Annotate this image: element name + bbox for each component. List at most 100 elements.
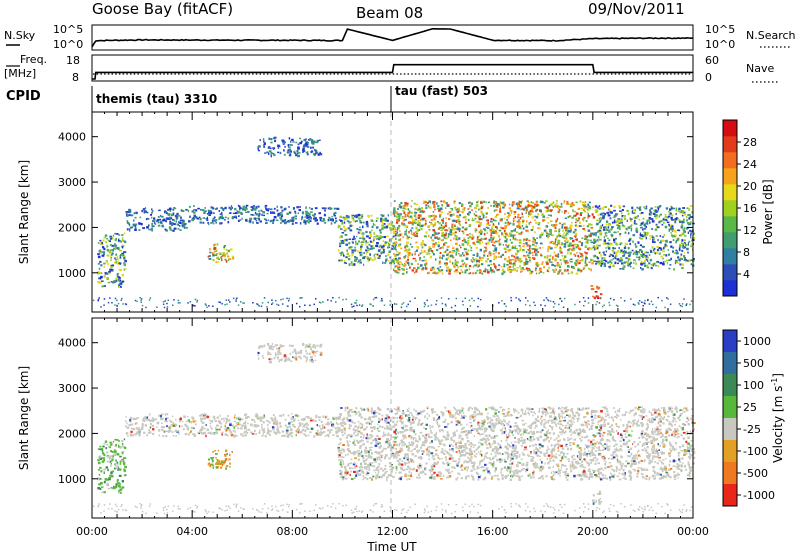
echo-cell <box>407 259 409 261</box>
echo-cell <box>582 202 583 204</box>
echo-cell <box>368 215 370 217</box>
echo-cell <box>494 255 496 258</box>
echo-cell <box>129 419 131 421</box>
echo-cell <box>404 216 406 218</box>
echo-cell <box>117 462 119 464</box>
echo-cell <box>566 260 567 262</box>
echo-cell <box>553 270 555 272</box>
echo-cell <box>208 463 210 465</box>
echo-cell <box>605 235 607 237</box>
echo-cell <box>622 224 623 226</box>
echo-cell <box>469 245 471 247</box>
echo-cell <box>106 479 109 481</box>
echo-cell <box>662 263 665 266</box>
echo-cell <box>441 204 443 207</box>
echo-cell <box>355 243 357 246</box>
echo-cell <box>442 222 444 224</box>
echo-cell <box>348 227 351 229</box>
echo-cell <box>441 269 443 271</box>
echo-cell <box>441 224 442 226</box>
echo-cell <box>344 432 346 434</box>
echo-cell <box>494 203 497 205</box>
echo-cell <box>495 268 496 269</box>
echo-cell <box>609 260 610 262</box>
echo-cell <box>496 205 498 208</box>
echo-cell <box>101 285 103 287</box>
echo-cell <box>303 355 305 357</box>
echo-cell <box>125 303 127 305</box>
echo-cell <box>283 143 284 145</box>
echo-cell <box>456 251 458 254</box>
echo-cell <box>405 249 407 251</box>
echo-cell <box>587 204 589 206</box>
echo-cell <box>280 425 282 427</box>
echo-cell <box>122 246 123 248</box>
echo-cell <box>181 426 183 428</box>
echo-cell <box>309 359 311 362</box>
echo-cell <box>189 421 190 423</box>
echo-cell <box>554 265 556 267</box>
echo-cell <box>369 259 371 260</box>
echo-cell <box>120 255 122 256</box>
echo-cell <box>272 420 275 422</box>
echo-cell <box>218 420 221 422</box>
echo-cell <box>164 307 166 309</box>
echo-cell <box>434 201 436 203</box>
echo-cell <box>246 413 248 415</box>
echo-cell <box>320 219 322 222</box>
echo-cell <box>394 200 396 202</box>
echo-cell <box>384 468 386 470</box>
echo-cell <box>450 231 453 234</box>
echo-cell <box>152 425 154 427</box>
echo-cell <box>419 259 421 261</box>
echo-cell <box>525 207 527 210</box>
echo-cell <box>111 487 113 489</box>
echo-cell <box>117 247 119 249</box>
freq-left-tick-bottom: 8 <box>72 71 79 84</box>
echo-cell <box>519 201 521 203</box>
echo-cell <box>125 421 127 423</box>
echo-cell <box>214 251 216 253</box>
echo-cell <box>495 216 498 218</box>
echo-cell <box>531 229 533 231</box>
echo-cell <box>131 424 134 426</box>
echo-cell <box>432 203 434 205</box>
echo-cell <box>105 235 107 237</box>
echo-cell <box>608 302 610 304</box>
echo-cell <box>358 217 361 219</box>
echo-cell <box>657 239 658 241</box>
echo-cell <box>557 235 559 237</box>
echo-cell <box>619 247 620 249</box>
echo-cell <box>529 258 531 260</box>
echo-cell <box>580 225 582 227</box>
echo-cell <box>585 260 587 262</box>
echo-cell <box>480 229 482 231</box>
echo-cell <box>554 258 556 260</box>
echo-cell <box>498 302 500 304</box>
echo-cell <box>376 238 377 240</box>
echo-cell <box>232 424 234 426</box>
echo-cell <box>456 237 458 239</box>
echo-cell <box>97 487 100 489</box>
echo-cell <box>307 151 309 153</box>
echo-cell <box>349 263 351 266</box>
echo-cell <box>676 252 679 254</box>
echo-cell <box>275 352 276 355</box>
echo-cell <box>319 425 321 428</box>
echo-cell <box>541 234 542 236</box>
echo-cell <box>428 229 430 230</box>
echo-cell <box>615 213 618 215</box>
echo-cell <box>267 353 269 355</box>
echo-cell <box>315 416 317 418</box>
echo-cell <box>599 239 602 241</box>
echo-cell <box>618 225 620 227</box>
echo-cell <box>330 429 333 431</box>
echo-cell <box>460 247 462 249</box>
echo-cell <box>289 137 291 139</box>
echo-cell <box>127 228 129 230</box>
echo-cell <box>529 214 531 216</box>
echo-cell <box>536 209 538 211</box>
echo-cell <box>526 220 527 223</box>
echo-cell <box>97 281 100 283</box>
echo-cell <box>531 207 533 210</box>
